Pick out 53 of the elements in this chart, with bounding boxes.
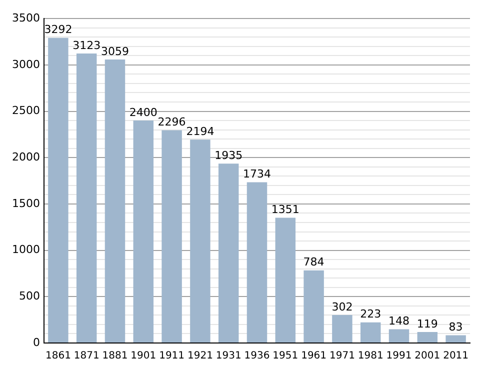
data-label: 223 xyxy=(360,308,382,321)
bar xyxy=(133,120,154,342)
data-label: 3123 xyxy=(72,38,101,52)
bar xyxy=(446,335,466,342)
bar xyxy=(190,140,210,342)
data-label: 2296 xyxy=(158,116,186,129)
y-tick-label: 1500 xyxy=(12,196,40,210)
bar xyxy=(360,322,381,342)
bar xyxy=(388,329,410,342)
data-label: 3059 xyxy=(100,44,129,58)
data-label: 784 xyxy=(303,256,324,269)
bar xyxy=(104,59,126,342)
bar xyxy=(275,218,296,342)
data-label: 119 xyxy=(416,317,438,330)
x-tick-label: 1971 xyxy=(329,350,355,362)
x-tick-label: 1951 xyxy=(272,350,298,362)
data-label: 148 xyxy=(388,314,410,328)
x-tick-label: 1931 xyxy=(216,350,242,362)
data-label: 3292 xyxy=(44,23,72,36)
x-tick-label: 1871 xyxy=(74,350,100,362)
bar xyxy=(417,332,438,342)
x-tick-label: 1961 xyxy=(301,350,327,362)
x-tick-label: 1981 xyxy=(358,350,384,362)
y-tick-label: 3500 xyxy=(12,11,40,24)
y-tick-label: 0 xyxy=(32,336,40,349)
y-tick-label: 1000 xyxy=(12,243,40,256)
x-tick-label: 1991 xyxy=(386,350,412,362)
data-label: 1734 xyxy=(242,168,271,181)
data-label: 302 xyxy=(332,300,353,314)
data-label: 83 xyxy=(448,320,463,334)
data-label: 1351 xyxy=(271,203,300,216)
x-tick-label: 2001 xyxy=(414,350,440,362)
y-tick-label: 2000 xyxy=(12,150,40,164)
x-tick-label: 1921 xyxy=(187,350,213,362)
data-label: 2400 xyxy=(129,106,158,119)
x-tick-label: 1911 xyxy=(159,350,185,362)
bar xyxy=(76,54,97,342)
bar xyxy=(48,38,68,342)
bar xyxy=(218,164,239,342)
x-tick-label: 1901 xyxy=(130,350,156,362)
bar xyxy=(246,182,268,342)
bar xyxy=(304,270,324,342)
data-label: 1935 xyxy=(214,149,243,162)
x-tick-label: 1881 xyxy=(102,350,128,362)
x-tick-label: 2011 xyxy=(443,350,469,362)
x-tick-label: 1861 xyxy=(45,350,71,362)
data-label: 2194 xyxy=(186,125,214,138)
y-tick-label: 500 xyxy=(18,290,40,303)
y-tick-label: 2500 xyxy=(12,104,40,118)
bar xyxy=(162,130,182,342)
x-tick-label: 1936 xyxy=(244,350,270,362)
bar xyxy=(332,315,352,342)
y-tick-label: 3000 xyxy=(12,58,40,71)
